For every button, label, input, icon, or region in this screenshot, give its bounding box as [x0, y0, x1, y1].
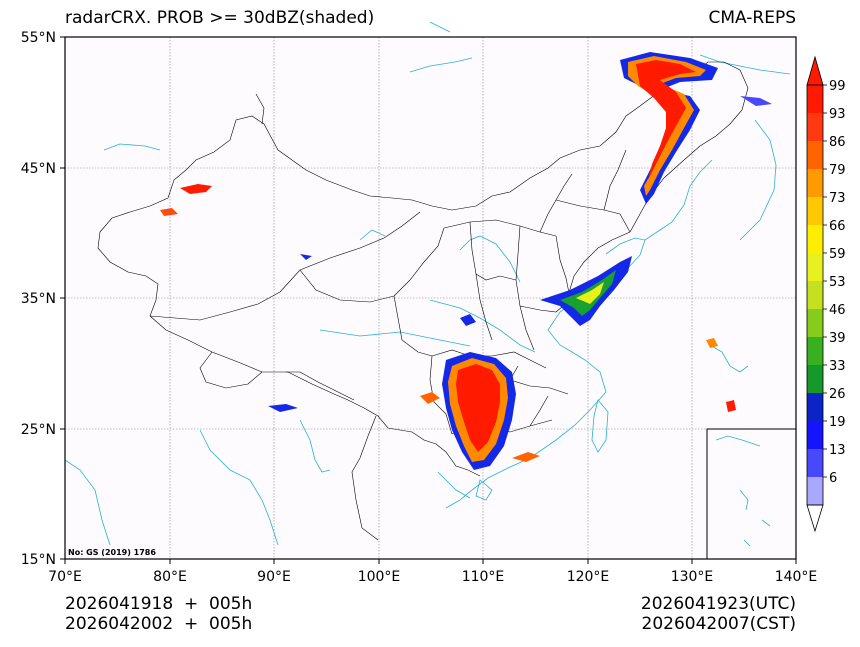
valid-time-utc: 2026041923(UTC): [640, 594, 796, 614]
colorbar-segment: [807, 449, 823, 477]
map-credit: No: GS (2019) 1786: [68, 548, 156, 557]
model-name: CMA-REPS: [708, 8, 796, 28]
lon-label: 80°E: [153, 569, 187, 585]
south-china-sea-inset: [706, 428, 797, 560]
lat-label: 45°N: [21, 161, 56, 177]
lon-label: 70°E: [48, 569, 82, 585]
colorbar-segment: [807, 281, 823, 309]
coastlines: [64, 21, 791, 546]
lon-label: 100°E: [358, 569, 401, 585]
lat-label: 55°N: [21, 30, 56, 46]
colorbar-label: 33: [829, 359, 846, 374]
map-title: radarCRX. PROB >= 30dBZ(shaded): [65, 8, 375, 28]
colorbar-min-arrow: [806, 504, 824, 533]
colorbar-label: 53: [829, 275, 846, 290]
colorbar-label: 79: [829, 163, 846, 178]
colorbar-segment: [807, 197, 823, 225]
graticule: [65, 37, 796, 559]
colorbar: 99 93 86 79 73 66 59 53 46 39 33 26 19 13 6: [806, 55, 846, 533]
colorbar-segment: [807, 225, 823, 253]
colorbar-label: 6: [829, 471, 837, 486]
valid-time-cst: 2026042007(CST): [641, 614, 796, 634]
lon-label: 130°E: [671, 569, 714, 585]
colorbar-label: 19: [829, 415, 846, 430]
inset-coast: [715, 435, 771, 547]
lat-label: 15°N: [21, 552, 56, 568]
colorbar-segment: [807, 309, 823, 337]
lon-label: 120°E: [567, 569, 610, 585]
colorbar-label: 39: [829, 331, 846, 346]
colorbar-outline: [806, 84, 824, 506]
lon-label: 90°E: [257, 569, 291, 585]
colorbar-segment: [807, 393, 823, 421]
colorbar-segment: [807, 421, 823, 449]
colorbar-label: 46: [829, 303, 846, 318]
colorbar-segment: [807, 141, 823, 169]
init-time-utc: 2026041918 + 005h: [65, 594, 253, 614]
footer-left: 2026041918 + 005h 2026042002 + 005h: [65, 594, 252, 634]
colorbar-max-arrow: [806, 55, 824, 86]
lon-label: 140°E: [775, 569, 818, 585]
colorbar-segment: [807, 253, 823, 281]
lon-label: 110°E: [462, 569, 505, 585]
colorbar-label: 59: [829, 247, 846, 262]
colorbar-segment: [807, 477, 823, 505]
colorbar-label: 66: [829, 219, 846, 234]
colorbar-label: 86: [829, 135, 846, 150]
init-time-cst: 2026042002 + 005h: [65, 614, 253, 634]
probability-shading: [160, 52, 772, 470]
colorbar-label: 26: [829, 387, 846, 402]
colorbar-label: 93: [829, 107, 846, 122]
colorbar-segment: [807, 85, 823, 113]
colorbar-segment: [807, 337, 823, 365]
lat-label: 35°N: [21, 291, 56, 307]
colorbar-segment: [807, 365, 823, 393]
colorbar-label: 73: [829, 191, 846, 206]
lat-label: 25°N: [21, 422, 56, 438]
colorbar-segment: [807, 169, 823, 197]
colorbar-label: 99: [829, 79, 846, 94]
footer-right: 2026041923(UTC) 2026042007(CST): [641, 594, 796, 634]
colorbar-segment: [807, 113, 823, 141]
colorbar-label: 13: [829, 443, 846, 458]
